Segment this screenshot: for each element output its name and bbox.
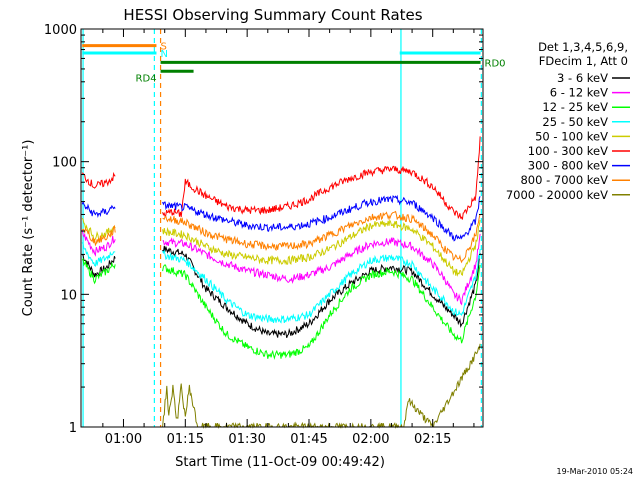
plot-frame xyxy=(80,28,484,428)
series-line xyxy=(162,210,481,264)
x-tick-label: 01:15 xyxy=(167,432,204,447)
legend-entry-label: 12 - 25 keV xyxy=(542,100,608,114)
series-line xyxy=(81,171,116,189)
legend-entry-label: 50 - 100 keV xyxy=(535,129,608,143)
state-bar-label: RD0 xyxy=(485,58,506,69)
series-line xyxy=(81,242,116,268)
y-tick-label: 100 xyxy=(52,156,77,171)
series-800-7000keV xyxy=(81,210,481,264)
y-axis: 1 10 100 1000 xyxy=(44,23,483,436)
x-axis: 01:00 01:15 01:30 01:45 02:00 02:15 xyxy=(102,29,475,447)
x-tick-label: 02:15 xyxy=(414,432,451,447)
series-100-300keV xyxy=(81,136,481,220)
legend-header-line-1: Det 1,3,4,5,6,9, xyxy=(538,40,628,54)
legend-entry-label: 6 - 12 keV xyxy=(550,86,608,100)
legend-entry-label: 3 - 6 keV xyxy=(557,71,608,85)
series-line xyxy=(162,136,481,220)
series-6-12keV xyxy=(81,230,481,306)
series-line xyxy=(162,248,481,324)
legend-entry-label: 800 - 7000 keV xyxy=(520,173,608,187)
legend-entry-label: 300 - 800 keV xyxy=(528,159,608,173)
legend-entry-label: 100 - 300 keV xyxy=(528,144,608,158)
series-line xyxy=(162,194,481,242)
state-bar-label: RD4 xyxy=(136,73,157,84)
series-25-50keV xyxy=(81,242,481,324)
x-tick-label: 01:45 xyxy=(290,432,327,447)
state-bar-label: N xyxy=(160,49,167,60)
y-tick-label: 10 xyxy=(60,288,77,303)
series-line xyxy=(81,257,116,285)
legend: Det 1,3,4,5,6,9, FDecim 1, Att 0 3 - 6 k… xyxy=(506,40,630,202)
x-tick-label: 01:30 xyxy=(228,432,265,447)
legend-header-line-2: FDecim 1, Att 0 xyxy=(539,54,628,68)
y-tick-label: 1 xyxy=(69,421,77,436)
series-line xyxy=(81,224,116,247)
legend-entry-label: 25 - 50 keV xyxy=(542,115,608,129)
plot-area: SN RD0 RD4 xyxy=(81,29,506,429)
series-line xyxy=(162,264,481,360)
series-300-800keV xyxy=(81,194,481,242)
series-line xyxy=(81,230,116,257)
series-12-25keV xyxy=(81,257,481,360)
x-tick-label: 02:00 xyxy=(352,432,389,447)
series-50-100keV xyxy=(81,217,481,277)
x-axis-label: Start Time (11-Oct-09 00:49:42) xyxy=(175,455,385,470)
series-line xyxy=(162,245,481,338)
series-line xyxy=(162,343,481,429)
footer-timestamp: 19-Mar-2010 05:24 xyxy=(557,467,634,476)
chart-title: HESSI Observing Summary Count Rates xyxy=(123,6,422,24)
x-tick-label: 01:00 xyxy=(105,432,142,447)
y-tick-label: 1000 xyxy=(44,23,77,38)
series-line xyxy=(81,200,116,218)
y-axis-label: Count Rate (s⁻¹ detector⁻¹) xyxy=(21,140,36,317)
state-bar-label: S xyxy=(160,42,166,53)
series-line xyxy=(162,233,481,306)
series-line xyxy=(162,218,481,277)
legend-entry-label: 7000 - 20000 keV xyxy=(506,188,608,202)
